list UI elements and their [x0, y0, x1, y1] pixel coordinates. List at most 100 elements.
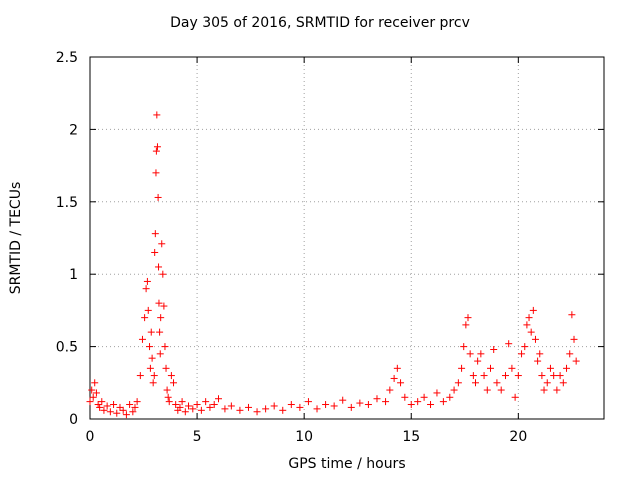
data-point	[147, 328, 155, 336]
data-point	[88, 386, 96, 394]
grid-lines	[90, 57, 604, 419]
data-point	[570, 335, 578, 343]
data-point	[279, 406, 287, 414]
data-point	[148, 354, 156, 362]
data-point	[91, 379, 99, 387]
data-point	[155, 299, 163, 307]
data-point	[480, 372, 488, 380]
data-point	[514, 372, 522, 380]
data-point	[525, 314, 533, 322]
data-point	[116, 403, 124, 411]
data-point	[138, 335, 146, 343]
data-point	[158, 240, 166, 248]
data-point	[153, 111, 161, 119]
data-point	[150, 372, 158, 380]
data-point	[466, 350, 474, 358]
data-point	[493, 379, 501, 387]
data-point	[143, 277, 151, 285]
data-point	[155, 263, 163, 271]
data-point	[390, 374, 398, 382]
data-point	[106, 408, 114, 416]
data-point	[483, 386, 491, 394]
data-point	[227, 402, 235, 410]
data-point	[151, 248, 159, 256]
data-point	[433, 389, 441, 397]
data-point	[146, 364, 154, 372]
data-point	[553, 386, 561, 394]
data-point	[193, 401, 201, 409]
data-point	[339, 396, 347, 404]
data-point	[96, 403, 104, 411]
data-point	[210, 401, 218, 409]
data-point	[160, 302, 168, 310]
data-point	[270, 402, 278, 410]
data-point	[501, 372, 509, 380]
data-point	[253, 408, 261, 416]
data-point	[154, 193, 162, 201]
data-point	[131, 403, 139, 411]
data-point	[89, 393, 97, 401]
data-point	[446, 393, 454, 401]
y-axis-label: SRMTID / TECUs	[8, 181, 24, 295]
data-point	[189, 405, 197, 413]
data-point	[206, 403, 214, 411]
data-point	[170, 379, 178, 387]
data-point	[536, 350, 544, 358]
data-point	[126, 401, 134, 409]
data-point	[566, 350, 574, 358]
axis-ticks: 0 5 10 15 20 0 0.5 1 1.5 2 2.5	[56, 50, 604, 445]
data-point	[153, 143, 161, 151]
data-point	[262, 405, 270, 413]
data-point	[474, 357, 482, 365]
data-point	[161, 343, 169, 351]
data-point	[165, 398, 173, 406]
data-point	[129, 408, 137, 416]
data-point	[356, 399, 364, 407]
data-point	[450, 386, 458, 394]
data-point	[497, 386, 505, 394]
data-point	[178, 398, 186, 406]
data-point	[490, 345, 498, 353]
data-point	[304, 398, 312, 406]
data-point	[322, 401, 330, 409]
data-point	[546, 364, 554, 372]
data-points	[86, 111, 580, 419]
data-point	[157, 314, 165, 322]
data-point	[156, 350, 164, 358]
data-point	[236, 406, 244, 414]
data-point	[527, 328, 535, 336]
data-point	[508, 364, 516, 372]
data-point	[330, 402, 338, 410]
data-point	[420, 393, 428, 401]
data-point	[122, 411, 130, 419]
data-point	[181, 408, 189, 416]
data-point	[563, 364, 571, 372]
data-point	[162, 364, 170, 372]
data-point	[486, 364, 494, 372]
y-tick-label: 2.5	[56, 50, 78, 66]
data-point	[382, 398, 390, 406]
data-point	[531, 335, 539, 343]
data-point	[511, 393, 519, 401]
data-point	[151, 230, 159, 238]
data-point	[144, 306, 152, 314]
data-point	[136, 372, 144, 380]
data-point	[313, 405, 321, 413]
data-point	[133, 398, 141, 406]
x-axis-label: GPS time / hours	[288, 456, 406, 472]
data-point	[462, 321, 470, 329]
data-point	[393, 364, 401, 372]
data-point	[163, 386, 171, 394]
data-point	[156, 328, 164, 336]
data-point	[397, 379, 405, 387]
chart-title: Day 305 of 2016, SRMTID for receiver prc…	[170, 15, 470, 31]
data-point	[439, 398, 447, 406]
data-point	[559, 379, 567, 387]
data-point	[460, 343, 468, 351]
data-point	[401, 393, 409, 401]
data-point	[94, 401, 102, 409]
data-point	[164, 393, 172, 401]
data-point	[364, 401, 372, 409]
x-tick-label: 15	[402, 429, 420, 445]
data-point	[142, 285, 150, 293]
